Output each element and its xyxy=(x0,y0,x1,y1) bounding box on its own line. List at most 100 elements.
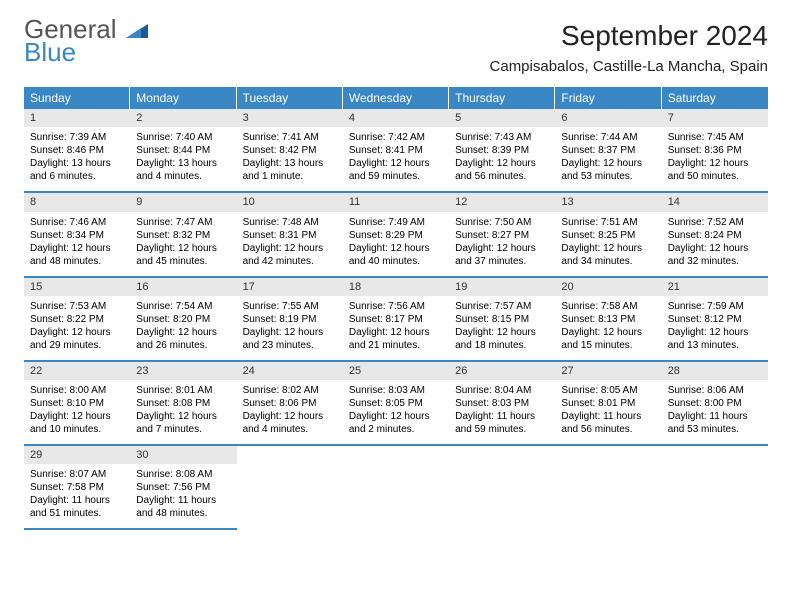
page-title: September 2024 xyxy=(490,20,768,52)
weekday-row: Sunday Monday Tuesday Wednesday Thursday… xyxy=(24,87,768,109)
day-daylight: Daylight: 12 hours and 50 minutes. xyxy=(668,157,762,183)
day-sunrise: Sunrise: 7:54 AM xyxy=(136,300,230,313)
day-daylight: Daylight: 12 hours and 53 minutes. xyxy=(561,157,655,183)
calendar-day xyxy=(449,446,555,530)
day-sunset: Sunset: 8:03 PM xyxy=(455,397,549,410)
day-sunset: Sunset: 8:19 PM xyxy=(243,313,337,326)
day-daylight: Daylight: 12 hours and 59 minutes. xyxy=(349,157,443,183)
day-body: Sunrise: 7:57 AMSunset: 8:15 PMDaylight:… xyxy=(449,296,555,360)
day-sunrise: Sunrise: 7:51 AM xyxy=(561,216,655,229)
day-number: 18 xyxy=(343,278,449,296)
day-sunset: Sunset: 8:36 PM xyxy=(668,144,762,157)
weekday-thu: Thursday xyxy=(449,87,555,109)
calendar-day: 27Sunrise: 8:05 AMSunset: 8:01 PMDayligh… xyxy=(555,362,661,446)
calendar-day: 28Sunrise: 8:06 AMSunset: 8:00 PMDayligh… xyxy=(662,362,768,446)
day-body: Sunrise: 7:54 AMSunset: 8:20 PMDaylight:… xyxy=(130,296,236,360)
calendar-day: 25Sunrise: 8:03 AMSunset: 8:05 PMDayligh… xyxy=(343,362,449,446)
day-daylight: Daylight: 11 hours and 51 minutes. xyxy=(30,494,124,520)
day-body: Sunrise: 7:47 AMSunset: 8:32 PMDaylight:… xyxy=(130,212,236,276)
day-body: Sunrise: 8:08 AMSunset: 7:56 PMDaylight:… xyxy=(130,464,236,528)
calendar-week: 1Sunrise: 7:39 AMSunset: 8:46 PMDaylight… xyxy=(24,109,768,193)
day-sunrise: Sunrise: 7:57 AM xyxy=(455,300,549,313)
logo: General Blue xyxy=(24,18,148,65)
day-sunset: Sunset: 8:25 PM xyxy=(561,229,655,242)
calendar-week: 8Sunrise: 7:46 AMSunset: 8:34 PMDaylight… xyxy=(24,193,768,277)
day-sunset: Sunset: 8:10 PM xyxy=(30,397,124,410)
calendar-day: 9Sunrise: 7:47 AMSunset: 8:32 PMDaylight… xyxy=(130,193,236,277)
day-number: 2 xyxy=(130,109,236,127)
day-sunset: Sunset: 8:34 PM xyxy=(30,229,124,242)
day-daylight: Daylight: 12 hours and 10 minutes. xyxy=(30,410,124,436)
day-body: Sunrise: 8:06 AMSunset: 8:00 PMDaylight:… xyxy=(662,380,768,444)
day-number: 12 xyxy=(449,193,555,211)
day-daylight: Daylight: 11 hours and 59 minutes. xyxy=(455,410,549,436)
calendar-day xyxy=(343,446,449,530)
day-daylight: Daylight: 12 hours and 7 minutes. xyxy=(136,410,230,436)
calendar-day: 4Sunrise: 7:42 AMSunset: 8:41 PMDaylight… xyxy=(343,109,449,193)
calendar-day: 26Sunrise: 8:04 AMSunset: 8:03 PMDayligh… xyxy=(449,362,555,446)
calendar-day: 7Sunrise: 7:45 AMSunset: 8:36 PMDaylight… xyxy=(662,109,768,193)
calendar-day: 29Sunrise: 8:07 AMSunset: 7:58 PMDayligh… xyxy=(24,446,130,530)
day-daylight: Daylight: 12 hours and 29 minutes. xyxy=(30,326,124,352)
day-body: Sunrise: 7:52 AMSunset: 8:24 PMDaylight:… xyxy=(662,212,768,276)
day-number: 20 xyxy=(555,278,661,296)
day-sunrise: Sunrise: 8:05 AM xyxy=(561,384,655,397)
day-sunset: Sunset: 8:42 PM xyxy=(243,144,337,157)
calendar-day: 11Sunrise: 7:49 AMSunset: 8:29 PMDayligh… xyxy=(343,193,449,277)
day-body: Sunrise: 7:40 AMSunset: 8:44 PMDaylight:… xyxy=(130,127,236,191)
day-body: Sunrise: 7:48 AMSunset: 8:31 PMDaylight:… xyxy=(237,212,343,276)
weekday-tue: Tuesday xyxy=(237,87,343,109)
day-sunset: Sunset: 8:41 PM xyxy=(349,144,443,157)
day-number: 23 xyxy=(130,362,236,380)
day-body: Sunrise: 7:39 AMSunset: 8:46 PMDaylight:… xyxy=(24,127,130,191)
weekday-mon: Monday xyxy=(130,87,236,109)
day-daylight: Daylight: 12 hours and 21 minutes. xyxy=(349,326,443,352)
calendar-day: 1Sunrise: 7:39 AMSunset: 8:46 PMDaylight… xyxy=(24,109,130,193)
day-daylight: Daylight: 12 hours and 34 minutes. xyxy=(561,242,655,268)
weekday-wed: Wednesday xyxy=(343,87,449,109)
calendar-day: 2Sunrise: 7:40 AMSunset: 8:44 PMDaylight… xyxy=(130,109,236,193)
day-number: 3 xyxy=(237,109,343,127)
day-number: 29 xyxy=(24,446,130,464)
day-sunrise: Sunrise: 7:44 AM xyxy=(561,131,655,144)
day-sunset: Sunset: 8:22 PM xyxy=(30,313,124,326)
day-sunrise: Sunrise: 7:43 AM xyxy=(455,131,549,144)
day-sunrise: Sunrise: 7:49 AM xyxy=(349,216,443,229)
day-body: Sunrise: 7:50 AMSunset: 8:27 PMDaylight:… xyxy=(449,212,555,276)
day-daylight: Daylight: 13 hours and 4 minutes. xyxy=(136,157,230,183)
calendar-day: 22Sunrise: 8:00 AMSunset: 8:10 PMDayligh… xyxy=(24,362,130,446)
day-sunset: Sunset: 8:06 PM xyxy=(243,397,337,410)
day-sunrise: Sunrise: 7:47 AM xyxy=(136,216,230,229)
day-daylight: Daylight: 12 hours and 45 minutes. xyxy=(136,242,230,268)
day-sunset: Sunset: 8:44 PM xyxy=(136,144,230,157)
day-body: Sunrise: 8:07 AMSunset: 7:58 PMDaylight:… xyxy=(24,464,130,528)
day-body: Sunrise: 7:56 AMSunset: 8:17 PMDaylight:… xyxy=(343,296,449,360)
day-sunrise: Sunrise: 7:41 AM xyxy=(243,131,337,144)
day-body: Sunrise: 7:59 AMSunset: 8:12 PMDaylight:… xyxy=(662,296,768,360)
day-daylight: Daylight: 12 hours and 4 minutes. xyxy=(243,410,337,436)
calendar-day: 14Sunrise: 7:52 AMSunset: 8:24 PMDayligh… xyxy=(662,193,768,277)
day-body: Sunrise: 7:51 AMSunset: 8:25 PMDaylight:… xyxy=(555,212,661,276)
day-body: Sunrise: 8:02 AMSunset: 8:06 PMDaylight:… xyxy=(237,380,343,444)
logo-text: General Blue xyxy=(24,18,148,65)
calendar-week: 22Sunrise: 8:00 AMSunset: 8:10 PMDayligh… xyxy=(24,362,768,446)
calendar-week: 15Sunrise: 7:53 AMSunset: 8:22 PMDayligh… xyxy=(24,278,768,362)
day-body: Sunrise: 7:41 AMSunset: 8:42 PMDaylight:… xyxy=(237,127,343,191)
day-sunrise: Sunrise: 7:58 AM xyxy=(561,300,655,313)
day-number: 6 xyxy=(555,109,661,127)
day-body: Sunrise: 7:55 AMSunset: 8:19 PMDaylight:… xyxy=(237,296,343,360)
day-daylight: Daylight: 12 hours and 15 minutes. xyxy=(561,326,655,352)
day-sunset: Sunset: 8:15 PM xyxy=(455,313,549,326)
day-body: Sunrise: 7:46 AMSunset: 8:34 PMDaylight:… xyxy=(24,212,130,276)
day-sunset: Sunset: 8:31 PM xyxy=(243,229,337,242)
day-daylight: Daylight: 13 hours and 6 minutes. xyxy=(30,157,124,183)
day-number: 27 xyxy=(555,362,661,380)
day-number: 15 xyxy=(24,278,130,296)
day-body: Sunrise: 8:04 AMSunset: 8:03 PMDaylight:… xyxy=(449,380,555,444)
calendar-day: 23Sunrise: 8:01 AMSunset: 8:08 PMDayligh… xyxy=(130,362,236,446)
weekday-sat: Saturday xyxy=(662,87,768,109)
calendar-day: 18Sunrise: 7:56 AMSunset: 8:17 PMDayligh… xyxy=(343,278,449,362)
day-sunrise: Sunrise: 7:55 AM xyxy=(243,300,337,313)
header: General Blue September 2024 Campisabalos… xyxy=(24,18,768,75)
day-sunrise: Sunrise: 7:59 AM xyxy=(668,300,762,313)
